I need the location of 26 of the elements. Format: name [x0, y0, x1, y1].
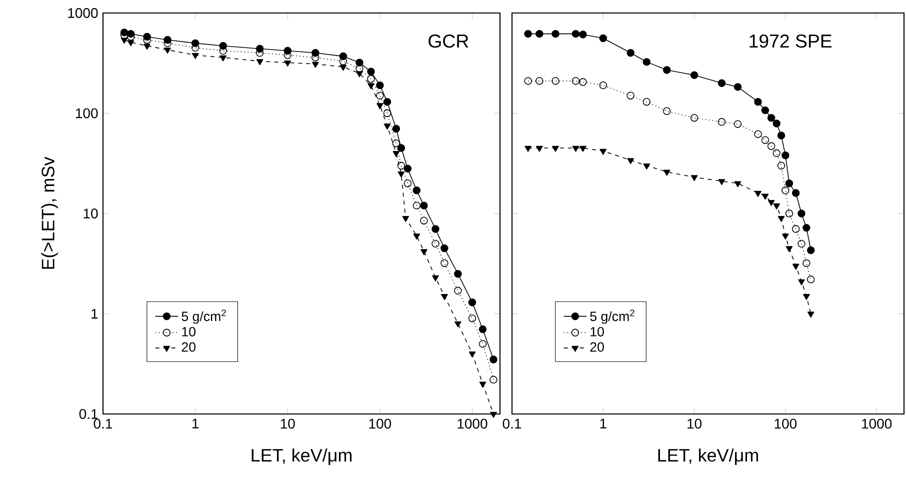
y-tick-label: 1000 [68, 8, 98, 18]
x-tick-label: 10 [280, 418, 295, 429]
x-tick-label: 0.1 [94, 418, 112, 429]
legend-label: 10 [590, 326, 604, 336]
y-tick-label: 100 [76, 108, 98, 118]
x-axis-title: LET, keV/μm [658, 448, 758, 465]
legend-label: 5 g/cm$^{2}$ [182, 310, 226, 324]
y-tick-label: 1 [92, 308, 98, 319]
text: GCR [428, 34, 468, 48]
legend-label: 20 [182, 342, 196, 352]
legend-label: 5 g/cm$^{2}$ [590, 310, 634, 324]
y-tick-label: 0.1 [79, 409, 98, 419]
x-tick-label: 10 [688, 418, 702, 429]
x-tick-label: 100 [774, 418, 797, 429]
x-tick-label: 1 [600, 418, 606, 428]
x-tick-label: 0.1 [502, 418, 522, 429]
y-tick-label: 10 [84, 208, 98, 218]
x-tick-label: 100 [369, 418, 392, 429]
x-tick-label: 1000 [458, 418, 488, 429]
x-tick-label: 1000 [862, 418, 892, 429]
legend-label: 10 [182, 326, 196, 336]
text: 1972 SPE [750, 34, 832, 48]
y-axis-title: E(>LET), mSv [41, 156, 58, 269]
legend-label: 20 [590, 342, 604, 352]
x-axis-title: LET, keV/μm [252, 448, 352, 465]
x-tick-label: 1 [192, 418, 198, 428]
